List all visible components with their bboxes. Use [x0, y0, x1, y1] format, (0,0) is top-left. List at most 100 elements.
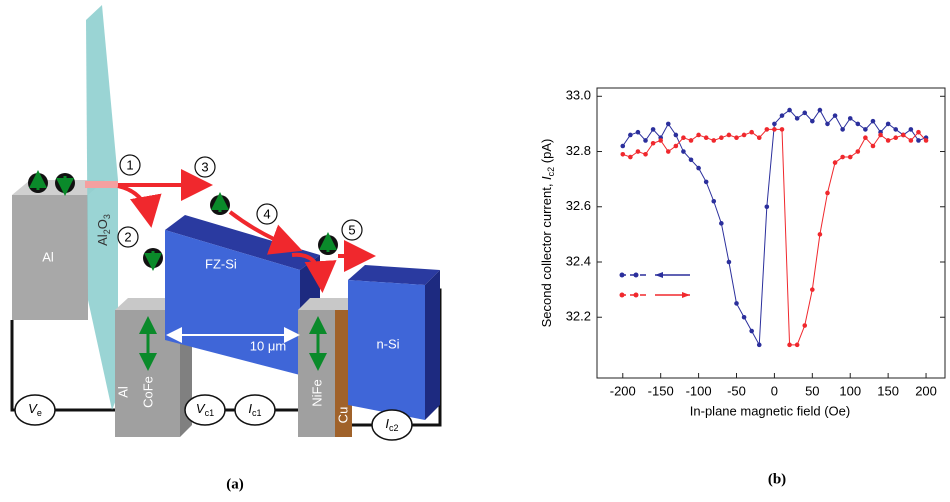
data-point	[863, 127, 868, 132]
data-point	[643, 151, 648, 157]
legend-marker	[633, 272, 639, 278]
data-point	[840, 154, 845, 160]
distance-label: 10 μm	[250, 338, 286, 353]
data-point	[772, 121, 777, 127]
data-point	[749, 328, 754, 334]
nife-top	[298, 298, 362, 310]
data-point	[696, 165, 701, 171]
data-point	[726, 259, 732, 265]
data-point	[787, 342, 792, 348]
path-2	[117, 184, 162, 228]
data-point	[681, 135, 686, 141]
data-point	[688, 138, 694, 143]
cu-block	[335, 310, 352, 437]
meter-label: Vc1	[196, 401, 214, 418]
data-point	[855, 121, 861, 127]
step-label: 5	[348, 222, 355, 237]
data-point	[802, 323, 808, 328]
data-point	[787, 107, 792, 113]
series-line	[622, 128, 927, 346]
chart: (b) In-plane magnetic field (Oe) Second …	[539, 87, 946, 487]
data-point	[681, 149, 686, 154]
y-tick-label: 32.6	[566, 198, 591, 213]
data-point	[908, 127, 914, 132]
data-point	[810, 118, 815, 124]
path-drop	[291, 252, 337, 293]
n-si-block	[348, 280, 425, 420]
data-point	[772, 127, 777, 132]
data-point	[878, 132, 883, 138]
data-point	[893, 135, 899, 141]
legend-marker	[633, 292, 639, 298]
data-point	[855, 149, 861, 154]
data-point	[802, 110, 808, 116]
data-point	[703, 135, 709, 141]
data-point	[665, 121, 671, 127]
data-point	[810, 287, 815, 292]
data-point	[825, 190, 830, 196]
al2o3-label: Al2O3	[95, 214, 112, 246]
y-tick-label: 33.0	[566, 88, 591, 103]
data-point	[696, 132, 701, 138]
data-point	[719, 221, 724, 226]
data-point	[628, 154, 633, 160]
y-tick-label: 32.2	[566, 309, 591, 324]
meter-label: Ve	[28, 401, 42, 418]
caption: (b)	[768, 471, 786, 487]
data-point	[885, 121, 891, 127]
data-point	[779, 113, 785, 118]
data-point	[825, 121, 830, 127]
data-point	[916, 138, 921, 143]
data-point	[779, 127, 785, 132]
data-point	[650, 140, 656, 146]
data-point	[870, 143, 876, 149]
y-axis-label: Second collector current, Ic2 (pA)	[539, 139, 556, 328]
al-block	[12, 195, 88, 320]
x-tick-label: 200	[915, 383, 937, 398]
n-si-label: n-Si	[376, 336, 399, 351]
al2o3-slab	[86, 5, 118, 410]
meter-label: Ic1	[248, 401, 261, 418]
data-point	[870, 118, 876, 124]
data-point	[832, 113, 838, 118]
series-line	[622, 109, 927, 347]
x-tick-label: -50	[727, 383, 746, 398]
data-point	[832, 160, 838, 165]
nife-label: NiFe	[309, 379, 324, 406]
x-tick-label: -100	[686, 383, 712, 398]
y-tick-label: 32.8	[566, 143, 591, 158]
data-point	[901, 132, 906, 138]
legend-arrowhead	[682, 292, 690, 298]
x-tick-label: 150	[877, 383, 899, 398]
data-point	[764, 204, 770, 210]
data-point	[893, 127, 899, 132]
cu-label: Cu	[335, 407, 350, 424]
x-tick-label: 50	[805, 383, 819, 398]
step-label: 4	[263, 206, 270, 221]
data-point	[711, 138, 717, 143]
data-point	[711, 198, 717, 204]
data-point	[703, 179, 709, 185]
step-markers: 1 2 3 4 5	[117, 154, 363, 248]
data-point	[665, 149, 671, 154]
caption: (a)	[226, 476, 244, 492]
data-point	[673, 143, 679, 149]
data-point	[734, 135, 739, 141]
data-point	[817, 107, 823, 113]
plot-frame	[596, 87, 946, 379]
data-point	[643, 138, 648, 143]
data-point	[635, 149, 641, 154]
data-point	[719, 135, 724, 141]
data-point	[756, 342, 762, 348]
x-tick-label: -150	[648, 383, 674, 398]
step-label: 2	[124, 229, 131, 244]
data-point	[741, 314, 747, 320]
n-si-side	[425, 270, 440, 420]
data-point	[764, 127, 770, 132]
data-point	[923, 138, 929, 143]
data-point	[847, 154, 853, 160]
data-point	[847, 116, 853, 121]
step-label: 1	[126, 157, 133, 172]
data-point	[741, 132, 747, 138]
